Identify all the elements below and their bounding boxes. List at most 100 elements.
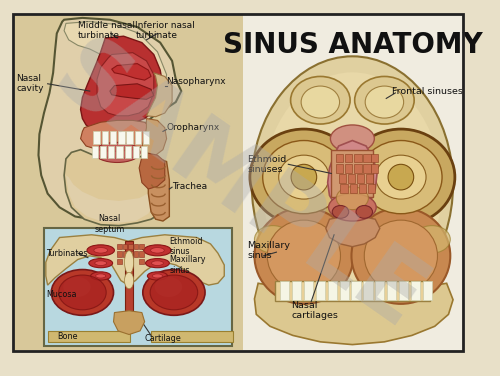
Bar — [345, 164, 352, 173]
Bar — [122, 244, 128, 249]
Ellipse shape — [87, 245, 115, 256]
Polygon shape — [97, 53, 154, 116]
Ellipse shape — [356, 206, 372, 218]
Ellipse shape — [94, 247, 108, 253]
Polygon shape — [148, 159, 170, 221]
Polygon shape — [142, 118, 167, 155]
Polygon shape — [64, 150, 166, 226]
Polygon shape — [110, 84, 154, 99]
Bar — [274, 280, 430, 301]
Bar — [134, 251, 138, 257]
Bar — [108, 146, 114, 158]
Ellipse shape — [291, 164, 316, 190]
Ellipse shape — [254, 208, 354, 304]
Bar — [94, 131, 100, 144]
Text: Ethmoid
sinus: Ethmoid sinus — [170, 237, 203, 256]
Polygon shape — [328, 141, 377, 212]
Bar — [411, 282, 420, 300]
Bar — [370, 164, 378, 173]
Bar — [143, 131, 149, 144]
Bar — [423, 282, 432, 300]
Bar — [364, 282, 372, 300]
Bar — [44, 228, 232, 346]
Text: Nasopharynx: Nasopharynx — [166, 77, 226, 86]
Ellipse shape — [250, 129, 358, 225]
Ellipse shape — [354, 76, 414, 124]
Ellipse shape — [336, 187, 368, 209]
Ellipse shape — [124, 272, 134, 289]
Bar — [126, 241, 132, 331]
Bar — [134, 131, 141, 144]
Polygon shape — [112, 64, 151, 80]
Bar — [139, 251, 143, 257]
Bar — [332, 150, 374, 197]
Ellipse shape — [328, 194, 376, 221]
Bar — [122, 251, 128, 257]
Ellipse shape — [150, 247, 164, 253]
Bar — [366, 174, 374, 183]
Ellipse shape — [347, 129, 455, 225]
Bar — [336, 154, 343, 162]
Polygon shape — [64, 21, 166, 97]
Text: Turbinates: Turbinates — [46, 249, 88, 258]
Text: SINUS ANATOMY: SINUS ANATOMY — [222, 31, 482, 59]
Ellipse shape — [58, 275, 106, 310]
Ellipse shape — [143, 270, 205, 315]
Bar — [354, 164, 362, 173]
Bar — [134, 244, 138, 249]
Bar — [128, 251, 132, 257]
Ellipse shape — [52, 270, 114, 315]
Polygon shape — [46, 235, 224, 285]
Text: Frontal sinuses: Frontal sinuses — [392, 86, 462, 96]
Polygon shape — [139, 152, 165, 189]
Polygon shape — [326, 215, 380, 247]
Bar — [370, 154, 378, 162]
Ellipse shape — [332, 206, 348, 218]
Bar — [376, 282, 384, 300]
Bar — [151, 331, 234, 342]
Ellipse shape — [144, 245, 171, 256]
Text: Nasal
cavity: Nasal cavity — [16, 74, 44, 94]
Bar — [132, 146, 139, 158]
Ellipse shape — [268, 220, 340, 291]
Polygon shape — [38, 18, 181, 219]
Bar — [118, 131, 124, 144]
Text: Oropharynx: Oropharynx — [166, 123, 220, 132]
Bar — [110, 131, 116, 144]
Bar — [357, 174, 364, 183]
Ellipse shape — [254, 226, 291, 253]
Bar — [340, 282, 348, 300]
Bar — [117, 251, 122, 257]
Text: Middle nasal
turbinate: Middle nasal turbinate — [78, 21, 135, 40]
Bar — [92, 146, 98, 158]
Ellipse shape — [330, 125, 374, 152]
Ellipse shape — [365, 86, 404, 118]
Ellipse shape — [148, 272, 168, 280]
Bar — [139, 244, 143, 249]
Bar — [364, 164, 370, 173]
Bar — [48, 331, 130, 342]
Bar — [102, 131, 108, 144]
Bar — [338, 174, 346, 183]
Text: Maxillary
sinus: Maxillary sinus — [247, 241, 290, 260]
Polygon shape — [80, 120, 151, 152]
Ellipse shape — [262, 141, 345, 214]
Ellipse shape — [63, 277, 90, 297]
Bar — [100, 146, 106, 158]
Bar — [352, 282, 360, 300]
Bar — [364, 154, 370, 162]
Ellipse shape — [278, 155, 329, 199]
Ellipse shape — [150, 275, 198, 310]
Bar — [292, 282, 301, 300]
Ellipse shape — [95, 261, 106, 265]
Bar — [117, 259, 122, 264]
Ellipse shape — [96, 274, 106, 278]
Text: SAMPLE: SAMPLE — [36, 28, 440, 350]
Ellipse shape — [414, 226, 451, 253]
Ellipse shape — [89, 259, 112, 268]
Bar — [14, 15, 242, 350]
Bar — [280, 282, 289, 300]
Bar — [117, 244, 122, 249]
Ellipse shape — [263, 72, 442, 306]
Ellipse shape — [146, 259, 170, 268]
